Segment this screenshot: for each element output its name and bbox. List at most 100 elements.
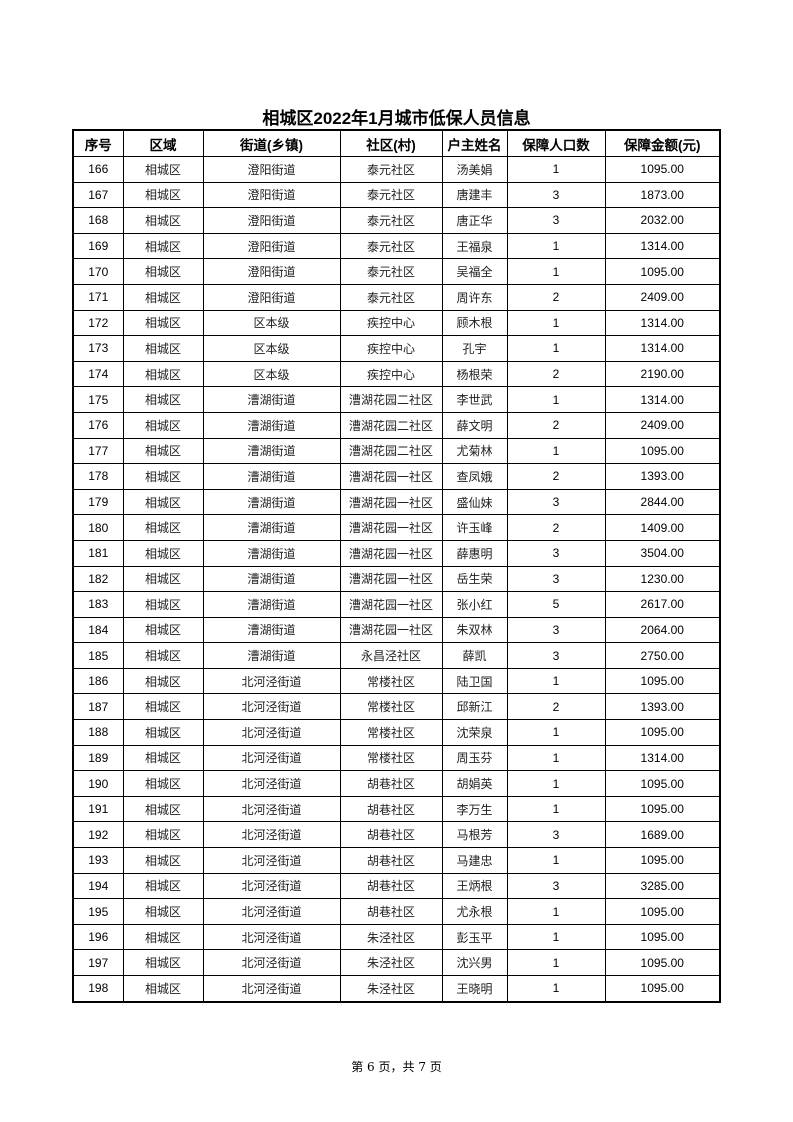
cell-amount: 2064.00 bbox=[604, 616, 721, 644]
cell-people-count: 3 bbox=[506, 181, 606, 209]
cell-amount: 1095.00 bbox=[604, 795, 721, 823]
cell-district: 相城区 bbox=[122, 181, 204, 209]
cell-householder: 尤菊林 bbox=[441, 437, 508, 465]
cell-district: 相城区 bbox=[122, 411, 204, 439]
cell-amount: 3504.00 bbox=[604, 539, 721, 567]
table-row: 179 相城区 漕湖街道 漕湖花园一社区 盛仙妹 3 2844.00 bbox=[72, 488, 721, 516]
cell-district: 相城区 bbox=[122, 565, 204, 593]
cell-district: 相城区 bbox=[122, 591, 204, 618]
cell-householder: 孔宇 bbox=[441, 335, 508, 362]
cell-householder: 尤永根 bbox=[441, 898, 508, 925]
cell-people-count: 1 bbox=[506, 770, 606, 797]
cell-householder: 查凤娥 bbox=[441, 463, 508, 490]
cell-amount: 3285.00 bbox=[604, 872, 721, 900]
cell-householder: 唐建丰 bbox=[441, 181, 508, 209]
table-row: 182 相城区 漕湖街道 漕湖花园一社区 岳生荣 3 1230.00 bbox=[72, 565, 721, 593]
cell-index: 170 bbox=[72, 258, 124, 285]
cell-householder: 李万生 bbox=[441, 795, 508, 823]
cell-index: 180 bbox=[72, 514, 124, 541]
cell-people-count: 1 bbox=[506, 258, 606, 285]
cell-index: 195 bbox=[72, 898, 124, 925]
cell-index: 176 bbox=[72, 411, 124, 439]
cell-people-count: 2 bbox=[506, 283, 606, 311]
table-row: 189 相城区 北河泾街道 常楼社区 周玉芬 1 1314.00 bbox=[72, 744, 721, 772]
cell-community: 漕湖花园一社区 bbox=[339, 565, 443, 593]
cell-amount: 1095.00 bbox=[604, 949, 721, 976]
cell-street: 区本级 bbox=[202, 360, 341, 388]
cell-street: 北河泾街道 bbox=[202, 821, 341, 849]
column-header-people-count: 保障人口数 bbox=[506, 129, 606, 157]
page-title: 相城区2022年1月城市低保人员信息 bbox=[262, 109, 531, 128]
table-row: 174 相城区 区本级 疾控中心 杨根荣 2 2190.00 bbox=[72, 360, 721, 388]
cell-amount: 1095.00 bbox=[604, 719, 721, 746]
cell-district: 相城区 bbox=[122, 539, 204, 567]
cell-householder: 胡娟英 bbox=[441, 770, 508, 797]
table-row: 184 相城区 漕湖街道 漕湖花园一社区 朱双林 3 2064.00 bbox=[72, 616, 721, 644]
table-row: 170 相城区 澄阳街道 泰元社区 吴福全 1 1095.00 bbox=[72, 258, 721, 285]
page-footer: 第 6 页，共 7 页 bbox=[351, 1060, 442, 1074]
table-row: 194 相城区 北河泾街道 胡巷社区 王炳根 3 3285.00 bbox=[72, 872, 721, 900]
cell-index: 179 bbox=[72, 488, 124, 516]
cell-people-count: 1 bbox=[506, 719, 606, 746]
cell-street: 澄阳街道 bbox=[202, 258, 341, 285]
cell-community: 疾控中心 bbox=[339, 360, 443, 388]
cell-index: 171 bbox=[72, 283, 124, 311]
cell-district: 相城区 bbox=[122, 514, 204, 541]
cell-amount: 1095.00 bbox=[604, 667, 721, 695]
cell-index: 190 bbox=[72, 770, 124, 797]
cell-community: 泰元社区 bbox=[339, 258, 443, 285]
cell-community: 胡巷社区 bbox=[339, 898, 443, 925]
cell-street: 北河泾街道 bbox=[202, 847, 341, 874]
cell-amount: 1095.00 bbox=[604, 898, 721, 925]
table-row: 192 相城区 北河泾街道 胡巷社区 马根芳 3 1689.00 bbox=[72, 821, 721, 849]
cell-people-count: 1 bbox=[506, 795, 606, 823]
table-row: 193 相城区 北河泾街道 胡巷社区 马建忠 1 1095.00 bbox=[72, 847, 721, 874]
table-row: 196 相城区 北河泾街道 朱泾社区 彭玉平 1 1095.00 bbox=[72, 923, 721, 951]
cell-householder: 吴福全 bbox=[441, 258, 508, 285]
cell-people-count: 2 bbox=[506, 463, 606, 490]
cell-householder: 马根芳 bbox=[441, 821, 508, 849]
cell-district: 相城区 bbox=[122, 923, 204, 951]
cell-householder: 岳生荣 bbox=[441, 565, 508, 593]
cell-district: 相城区 bbox=[122, 642, 204, 669]
cell-householder: 王晓明 bbox=[441, 974, 508, 1003]
cell-district: 相城区 bbox=[122, 309, 204, 337]
cell-householder: 邱新江 bbox=[441, 693, 508, 721]
cell-district: 相城区 bbox=[122, 872, 204, 900]
cell-people-count: 2 bbox=[506, 411, 606, 439]
cell-street: 北河泾街道 bbox=[202, 872, 341, 900]
cell-householder: 陆卫国 bbox=[441, 667, 508, 695]
cell-amount: 1393.00 bbox=[604, 463, 721, 490]
table-row: 177 相城区 漕湖街道 漕湖花园二社区 尤菊林 1 1095.00 bbox=[72, 437, 721, 465]
cell-index: 167 bbox=[72, 181, 124, 209]
cell-district: 相城区 bbox=[122, 898, 204, 925]
cell-community: 常楼社区 bbox=[339, 667, 443, 695]
cell-street: 漕湖街道 bbox=[202, 539, 341, 567]
cell-street: 北河泾街道 bbox=[202, 719, 341, 746]
cell-householder: 薛凯 bbox=[441, 642, 508, 669]
cell-people-count: 1 bbox=[506, 667, 606, 695]
cell-district: 相城区 bbox=[122, 386, 204, 413]
cell-street: 漕湖街道 bbox=[202, 488, 341, 516]
table-row: 195 相城区 北河泾街道 胡巷社区 尤永根 1 1095.00 bbox=[72, 898, 721, 925]
cell-people-count: 1 bbox=[506, 309, 606, 337]
cell-householder: 薛文明 bbox=[441, 411, 508, 439]
cell-community: 漕湖花园一社区 bbox=[339, 616, 443, 644]
cell-people-count: 3 bbox=[506, 642, 606, 669]
table-row: 169 相城区 澄阳街道 泰元社区 王福泉 1 1314.00 bbox=[72, 232, 721, 260]
cell-householder: 王炳根 bbox=[441, 872, 508, 900]
cell-street: 漕湖街道 bbox=[202, 437, 341, 465]
cell-index: 185 bbox=[72, 642, 124, 669]
cell-people-count: 2 bbox=[506, 360, 606, 388]
cell-householder: 唐正华 bbox=[441, 207, 508, 234]
cell-community: 漕湖花园一社区 bbox=[339, 488, 443, 516]
cell-index: 188 bbox=[72, 719, 124, 746]
cell-amount: 2032.00 bbox=[604, 207, 721, 234]
table-row: 183 相城区 漕湖街道 漕湖花园一社区 张小红 5 2617.00 bbox=[72, 591, 721, 618]
cell-district: 相城区 bbox=[122, 770, 204, 797]
cell-community: 漕湖花园一社区 bbox=[339, 514, 443, 541]
cell-district: 相城区 bbox=[122, 974, 204, 1003]
cell-street: 北河泾街道 bbox=[202, 667, 341, 695]
cell-householder: 张小红 bbox=[441, 591, 508, 618]
column-header-amount: 保障金额(元) bbox=[604, 129, 721, 157]
